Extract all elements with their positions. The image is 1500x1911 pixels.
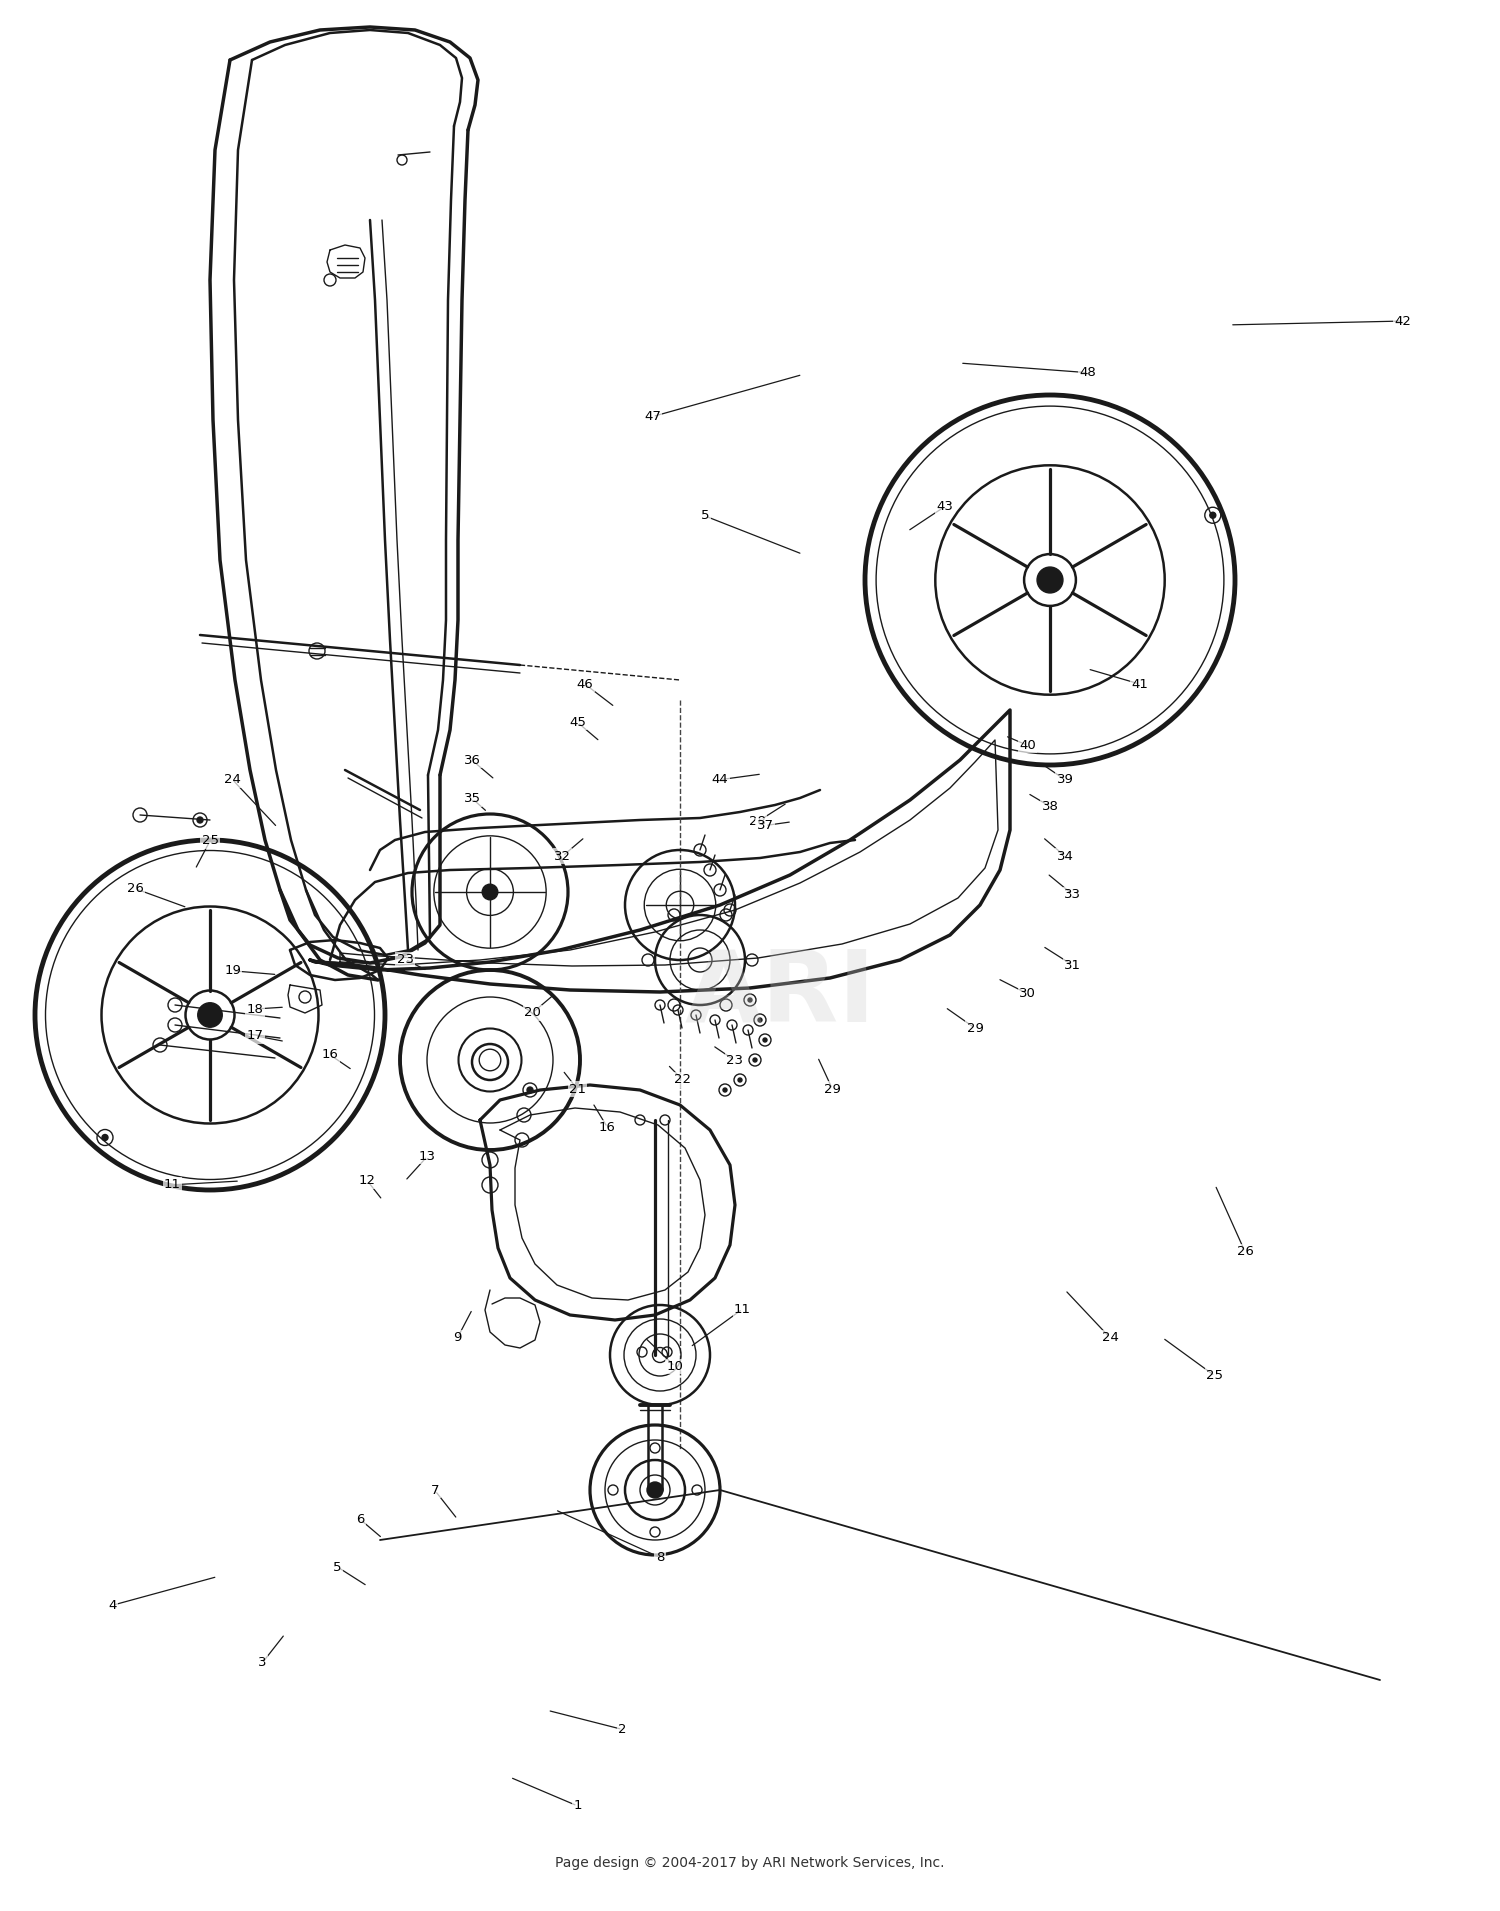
Text: 4: 4: [108, 1600, 117, 1611]
Text: 29: 29: [966, 1022, 984, 1034]
Text: 26: 26: [1236, 1246, 1254, 1257]
Text: 36: 36: [464, 755, 482, 766]
Text: 38: 38: [1041, 801, 1059, 812]
Text: 28: 28: [748, 816, 766, 827]
Text: 2: 2: [618, 1724, 627, 1735]
Text: 23: 23: [726, 1055, 744, 1066]
Circle shape: [748, 998, 752, 1001]
Circle shape: [482, 885, 498, 900]
Circle shape: [102, 1135, 108, 1141]
Text: 9: 9: [453, 1332, 462, 1343]
Text: 42: 42: [1394, 315, 1411, 327]
Text: 35: 35: [464, 793, 482, 805]
Text: 16: 16: [321, 1049, 339, 1061]
Text: 21: 21: [568, 1084, 586, 1095]
Circle shape: [1036, 568, 1064, 592]
Text: 10: 10: [666, 1361, 684, 1372]
Text: 8: 8: [656, 1552, 664, 1563]
Text: 37: 37: [756, 820, 774, 831]
Text: 1: 1: [573, 1800, 582, 1812]
Circle shape: [196, 818, 202, 824]
Circle shape: [753, 1059, 758, 1063]
Text: 13: 13: [419, 1150, 436, 1162]
Text: 47: 47: [644, 411, 662, 422]
Text: 7: 7: [430, 1485, 439, 1496]
Text: 5: 5: [700, 510, 709, 522]
Circle shape: [1210, 512, 1216, 518]
Text: 29: 29: [824, 1084, 842, 1095]
Text: 31: 31: [1064, 959, 1082, 971]
Text: 22: 22: [674, 1074, 692, 1085]
Text: 34: 34: [1056, 850, 1074, 862]
Text: 25: 25: [1206, 1370, 1224, 1382]
Circle shape: [738, 1078, 742, 1082]
Circle shape: [526, 1087, 532, 1093]
Text: 44: 44: [711, 774, 729, 785]
Circle shape: [723, 1087, 728, 1091]
Text: 48: 48: [1078, 367, 1096, 378]
Circle shape: [198, 1003, 222, 1028]
Text: 12: 12: [358, 1175, 376, 1187]
Text: 25: 25: [201, 835, 219, 847]
Text: 40: 40: [1019, 740, 1036, 751]
Text: 11: 11: [734, 1303, 752, 1315]
Text: 45: 45: [568, 717, 586, 728]
Text: Page design © 2004-2017 by ARI Network Services, Inc.: Page design © 2004-2017 by ARI Network S…: [555, 1856, 945, 1871]
Text: 20: 20: [524, 1007, 542, 1019]
Text: 6: 6: [356, 1514, 364, 1525]
Circle shape: [646, 1483, 663, 1498]
Text: 24: 24: [224, 774, 242, 785]
Circle shape: [764, 1038, 766, 1041]
Text: 18: 18: [246, 1003, 264, 1015]
Text: 46: 46: [576, 678, 594, 690]
Text: 23: 23: [396, 954, 414, 965]
Text: 24: 24: [1101, 1332, 1119, 1343]
Text: 26: 26: [126, 883, 144, 894]
Text: 33: 33: [1064, 889, 1082, 900]
Text: 43: 43: [936, 501, 954, 512]
Text: 19: 19: [224, 965, 242, 977]
Text: 17: 17: [246, 1030, 264, 1041]
Circle shape: [758, 1019, 762, 1022]
Text: 32: 32: [554, 850, 572, 862]
Text: 11: 11: [164, 1179, 182, 1191]
Text: 30: 30: [1019, 988, 1036, 999]
Text: 5: 5: [333, 1561, 342, 1573]
Text: 41: 41: [1131, 678, 1149, 690]
Text: 16: 16: [598, 1122, 616, 1133]
Text: 39: 39: [1056, 774, 1074, 785]
Text: ARI: ARI: [684, 946, 876, 1041]
Text: 3: 3: [258, 1657, 267, 1668]
